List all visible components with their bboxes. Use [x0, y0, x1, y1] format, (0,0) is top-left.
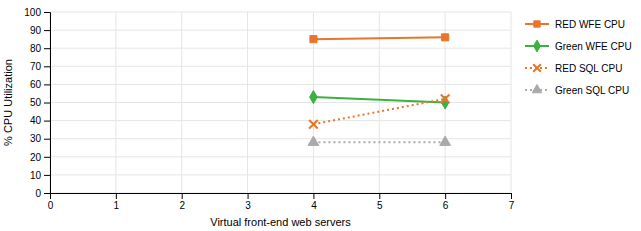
point: [440, 136, 451, 145]
tick-label: 3: [245, 200, 251, 211]
tick-label: 90: [30, 25, 42, 36]
tick: 0: [35, 188, 50, 199]
grid-line-y: [50, 12, 511, 13]
grid: [50, 12, 511, 193]
tick: 60: [30, 79, 50, 90]
chart: 012345670102030405060708090100Virtual fr…: [0, 0, 641, 231]
grid-line-y: [50, 120, 511, 121]
legend-label: Green SQL CPU: [555, 85, 629, 96]
tick: 20: [30, 152, 50, 163]
legend-item: RED WFE CPU: [525, 19, 625, 30]
point: [310, 90, 318, 103]
legend-label: Green WFE CPU: [555, 41, 632, 52]
tick: 100: [24, 7, 50, 18]
legend-symbol: [534, 21, 540, 27]
tick-label: 20: [30, 152, 42, 163]
tick-label: 4: [311, 200, 317, 211]
tick-mark: [182, 193, 183, 199]
tick-mark: [248, 193, 249, 199]
tick-label: 2: [179, 200, 185, 211]
tick: 6: [443, 193, 449, 211]
tick: 3: [245, 193, 251, 211]
grid-line-y: [50, 138, 511, 139]
tick: 1: [114, 193, 120, 211]
x-axis-title: Virtual front-end web servers: [210, 216, 351, 228]
tick-mark: [379, 193, 380, 199]
point: [308, 136, 319, 145]
grid-line-y: [50, 174, 511, 175]
tick-mark: [44, 66, 50, 67]
tick-mark: [511, 193, 512, 199]
tick-label: 80: [30, 43, 42, 54]
tick-mark: [44, 139, 50, 140]
tick-mark: [313, 193, 314, 199]
tick-mark: [44, 157, 50, 158]
tick-mark: [44, 30, 50, 31]
tick-mark: [116, 193, 117, 199]
series-line: [313, 141, 445, 143]
tick: 30: [30, 133, 50, 144]
tick-mark: [44, 103, 50, 104]
grid-line-y: [50, 30, 511, 31]
legend-symbol: [532, 84, 542, 92]
tick-label: 1: [114, 200, 120, 211]
point: [441, 95, 450, 104]
tick-label: 30: [30, 133, 42, 144]
plot: 012345670102030405060708090100: [24, 7, 514, 211]
axis-line: [44, 13, 51, 194]
legend-item: RED SQL CPU: [525, 63, 622, 74]
tick: 50: [30, 97, 50, 108]
tick: 40: [30, 115, 50, 126]
tick-mark: [44, 193, 50, 194]
series-line: [313, 37, 445, 39]
tick: 5: [377, 193, 383, 211]
tick-label: 6: [443, 200, 449, 211]
legend: RED WFE CPU Green WFE CPU RED SQL CPU Green…: [525, 19, 632, 96]
tick: 90: [30, 25, 50, 36]
y-axis: 0 10 20 30 40 50 60 70 80 90 100: [24, 7, 50, 199]
tick-label: 5: [377, 200, 383, 211]
grid-line-y: [50, 156, 511, 157]
axis-line: [51, 194, 512, 200]
tick-mark: [445, 193, 446, 199]
tick: 4: [311, 193, 317, 211]
tick-mark: [44, 84, 50, 85]
legend-label: RED SQL CPU: [555, 63, 622, 74]
legend-symbol: [533, 64, 541, 72]
grid-line-y: [50, 48, 511, 49]
legend-symbol: [534, 40, 541, 52]
tick-label: 10: [30, 170, 42, 181]
tick-label: 70: [30, 61, 42, 72]
point: [310, 36, 317, 43]
grid-line-y: [50, 84, 511, 85]
point: [309, 120, 318, 129]
tick: 7: [509, 193, 515, 211]
point: [442, 34, 449, 41]
tick: 2: [179, 193, 185, 211]
grid-line-y: [50, 66, 511, 67]
tick-label: 100: [24, 7, 41, 18]
legend-item: Green SQL CPU: [525, 84, 629, 95]
legend-item: Green WFE CPU: [525, 40, 632, 52]
tick: 0: [48, 193, 54, 211]
series-line: [313, 97, 445, 102]
y-axis-title: % CPU Utilization: [2, 59, 14, 146]
tick-label: 50: [30, 97, 42, 108]
tick-label: 0: [48, 200, 54, 211]
tick-label: 60: [30, 79, 42, 90]
tick-mark: [44, 121, 50, 122]
tick-label: 7: [509, 200, 515, 211]
tick-mark: [44, 48, 50, 49]
tick-mark: [44, 12, 50, 13]
legend-label: RED WFE CPU: [555, 19, 625, 30]
tick-label: 0: [35, 188, 41, 199]
tick: 70: [30, 61, 50, 72]
tick: 80: [30, 43, 50, 54]
tick-mark: [44, 175, 50, 176]
tick-label: 40: [30, 115, 42, 126]
tick: 10: [30, 170, 50, 181]
marks: [308, 34, 450, 146]
x-axis: 0 1 2 3 4 5 6 7: [48, 193, 515, 211]
series-line: [313, 99, 445, 124]
